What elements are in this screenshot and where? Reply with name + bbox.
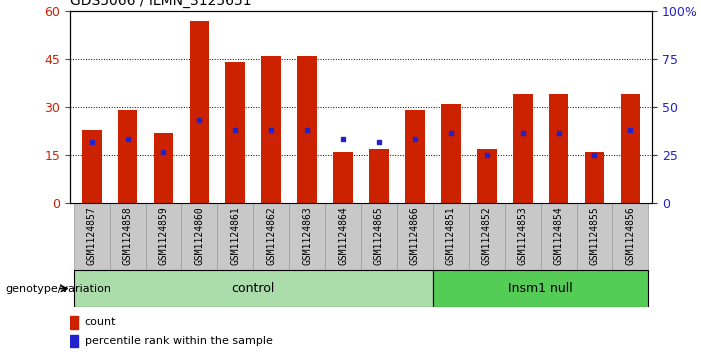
Bar (290, 203, 325, 270)
Text: control: control (231, 282, 275, 295)
Text: GSM1124854: GSM1124854 (554, 207, 564, 265)
Bar (297, 56, 317, 203)
Text: GSM1124852: GSM1124852 (482, 207, 491, 265)
Bar (397, 203, 433, 270)
Bar (182, 203, 217, 270)
Bar (146, 203, 182, 270)
Text: GSM1124866: GSM1124866 (410, 207, 420, 265)
Bar (613, 203, 648, 270)
Bar (505, 203, 540, 270)
Bar (361, 203, 397, 270)
Text: GSM1124853: GSM1124853 (517, 207, 528, 265)
Text: GSM1124860: GSM1124860 (194, 207, 205, 265)
Bar (109, 203, 146, 270)
Text: GSM1124865: GSM1124865 (374, 207, 384, 265)
Text: count: count (85, 317, 116, 327)
Bar (441, 104, 461, 203)
Text: GSM1124855: GSM1124855 (590, 207, 599, 265)
Bar (477, 149, 496, 203)
Bar (512, 94, 533, 203)
Bar (325, 203, 361, 270)
Text: GSM1124858: GSM1124858 (123, 207, 132, 265)
Text: GSM1124851: GSM1124851 (446, 207, 456, 265)
Text: GSM1124863: GSM1124863 (302, 207, 312, 265)
Text: GSM1124856: GSM1124856 (625, 207, 635, 265)
Bar (189, 20, 210, 203)
Bar (253, 203, 290, 270)
Bar (620, 94, 640, 203)
Bar (154, 133, 173, 203)
Text: Insm1 null: Insm1 null (508, 282, 573, 295)
Bar (333, 152, 353, 203)
Bar (217, 203, 253, 270)
Bar (433, 203, 469, 270)
Text: GSM1124864: GSM1124864 (338, 207, 348, 265)
Bar (576, 203, 613, 270)
Bar (74, 270, 433, 307)
Bar (226, 62, 245, 203)
Bar (469, 203, 505, 270)
Text: GSM1124861: GSM1124861 (231, 207, 240, 265)
Bar (70, 315, 79, 329)
Bar (540, 203, 576, 270)
Text: GDS5066 / ILMN_3125651: GDS5066 / ILMN_3125651 (70, 0, 252, 8)
Text: GSM1124862: GSM1124862 (266, 207, 276, 265)
Bar (369, 149, 389, 203)
Bar (118, 110, 137, 203)
Bar (549, 94, 569, 203)
Bar (70, 335, 79, 347)
Bar (433, 270, 648, 307)
Text: genotype/variation: genotype/variation (6, 284, 111, 294)
Bar (74, 203, 109, 270)
Bar (405, 110, 425, 203)
Text: GSM1124857: GSM1124857 (87, 207, 97, 265)
Text: percentile rank within the sample: percentile rank within the sample (85, 336, 273, 346)
Text: GSM1124859: GSM1124859 (158, 207, 168, 265)
Bar (82, 130, 102, 203)
Bar (585, 152, 604, 203)
Bar (261, 56, 281, 203)
